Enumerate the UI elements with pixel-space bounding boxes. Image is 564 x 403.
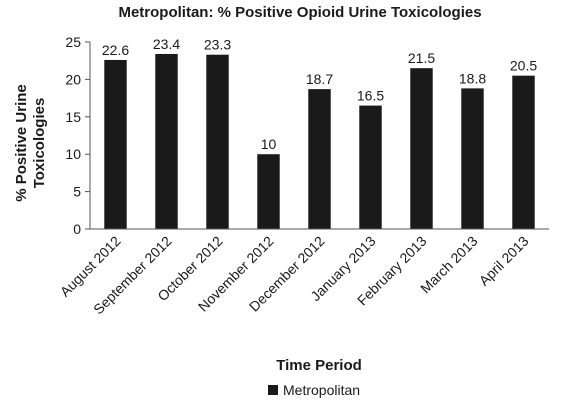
bar	[359, 105, 382, 229]
y-tick-label: 5	[73, 184, 81, 200]
x-axis-title: Time Period	[276, 357, 362, 374]
bar	[104, 59, 127, 230]
bar	[206, 54, 229, 229]
bar	[461, 88, 484, 229]
bar-data-label: 22.6	[102, 42, 129, 58]
bar-data-label: 21.5	[408, 50, 435, 66]
y-axis-title: % Positive Urine Toxicologies	[13, 84, 48, 202]
bar-data-label: 23.3	[204, 37, 231, 53]
bar-data-label: 18.7	[306, 71, 333, 87]
bar-data-label: 10	[261, 136, 277, 152]
data-labels: 22.6 23.4 23.3 10 18.7 16.5 21.5 18.8 20.5	[102, 36, 537, 152]
y-axis-title-line-2: Toxicologies	[31, 98, 48, 189]
bar-data-label: 16.5	[357, 88, 384, 104]
bar	[155, 53, 178, 229]
bar	[512, 75, 535, 229]
bar	[410, 68, 433, 230]
chart-title: Metropolitan: % Positive Opioid Urine To…	[118, 4, 481, 21]
legend-label: Metropolitan	[283, 382, 360, 398]
bar	[257, 154, 280, 229]
y-axis-ticks: 0 5 10 15 20 25	[65, 34, 90, 237]
y-tick-label: 0	[73, 221, 81, 237]
y-axis-title-line-1: % Positive Urine	[13, 84, 30, 202]
legend: Metropolitan	[268, 382, 360, 398]
x-tick-label: April 2013	[476, 233, 532, 289]
bar-data-label: 23.4	[153, 36, 180, 52]
y-tick-label: 20	[65, 71, 81, 87]
bar	[308, 89, 331, 230]
legend-swatch	[268, 385, 278, 395]
y-tick-label: 15	[65, 109, 81, 125]
y-tick-label: 10	[65, 146, 81, 162]
bar-data-label: 20.5	[510, 58, 537, 74]
bars	[104, 53, 535, 230]
bar-data-label: 18.8	[459, 70, 486, 86]
y-tick-label: 25	[65, 34, 81, 50]
